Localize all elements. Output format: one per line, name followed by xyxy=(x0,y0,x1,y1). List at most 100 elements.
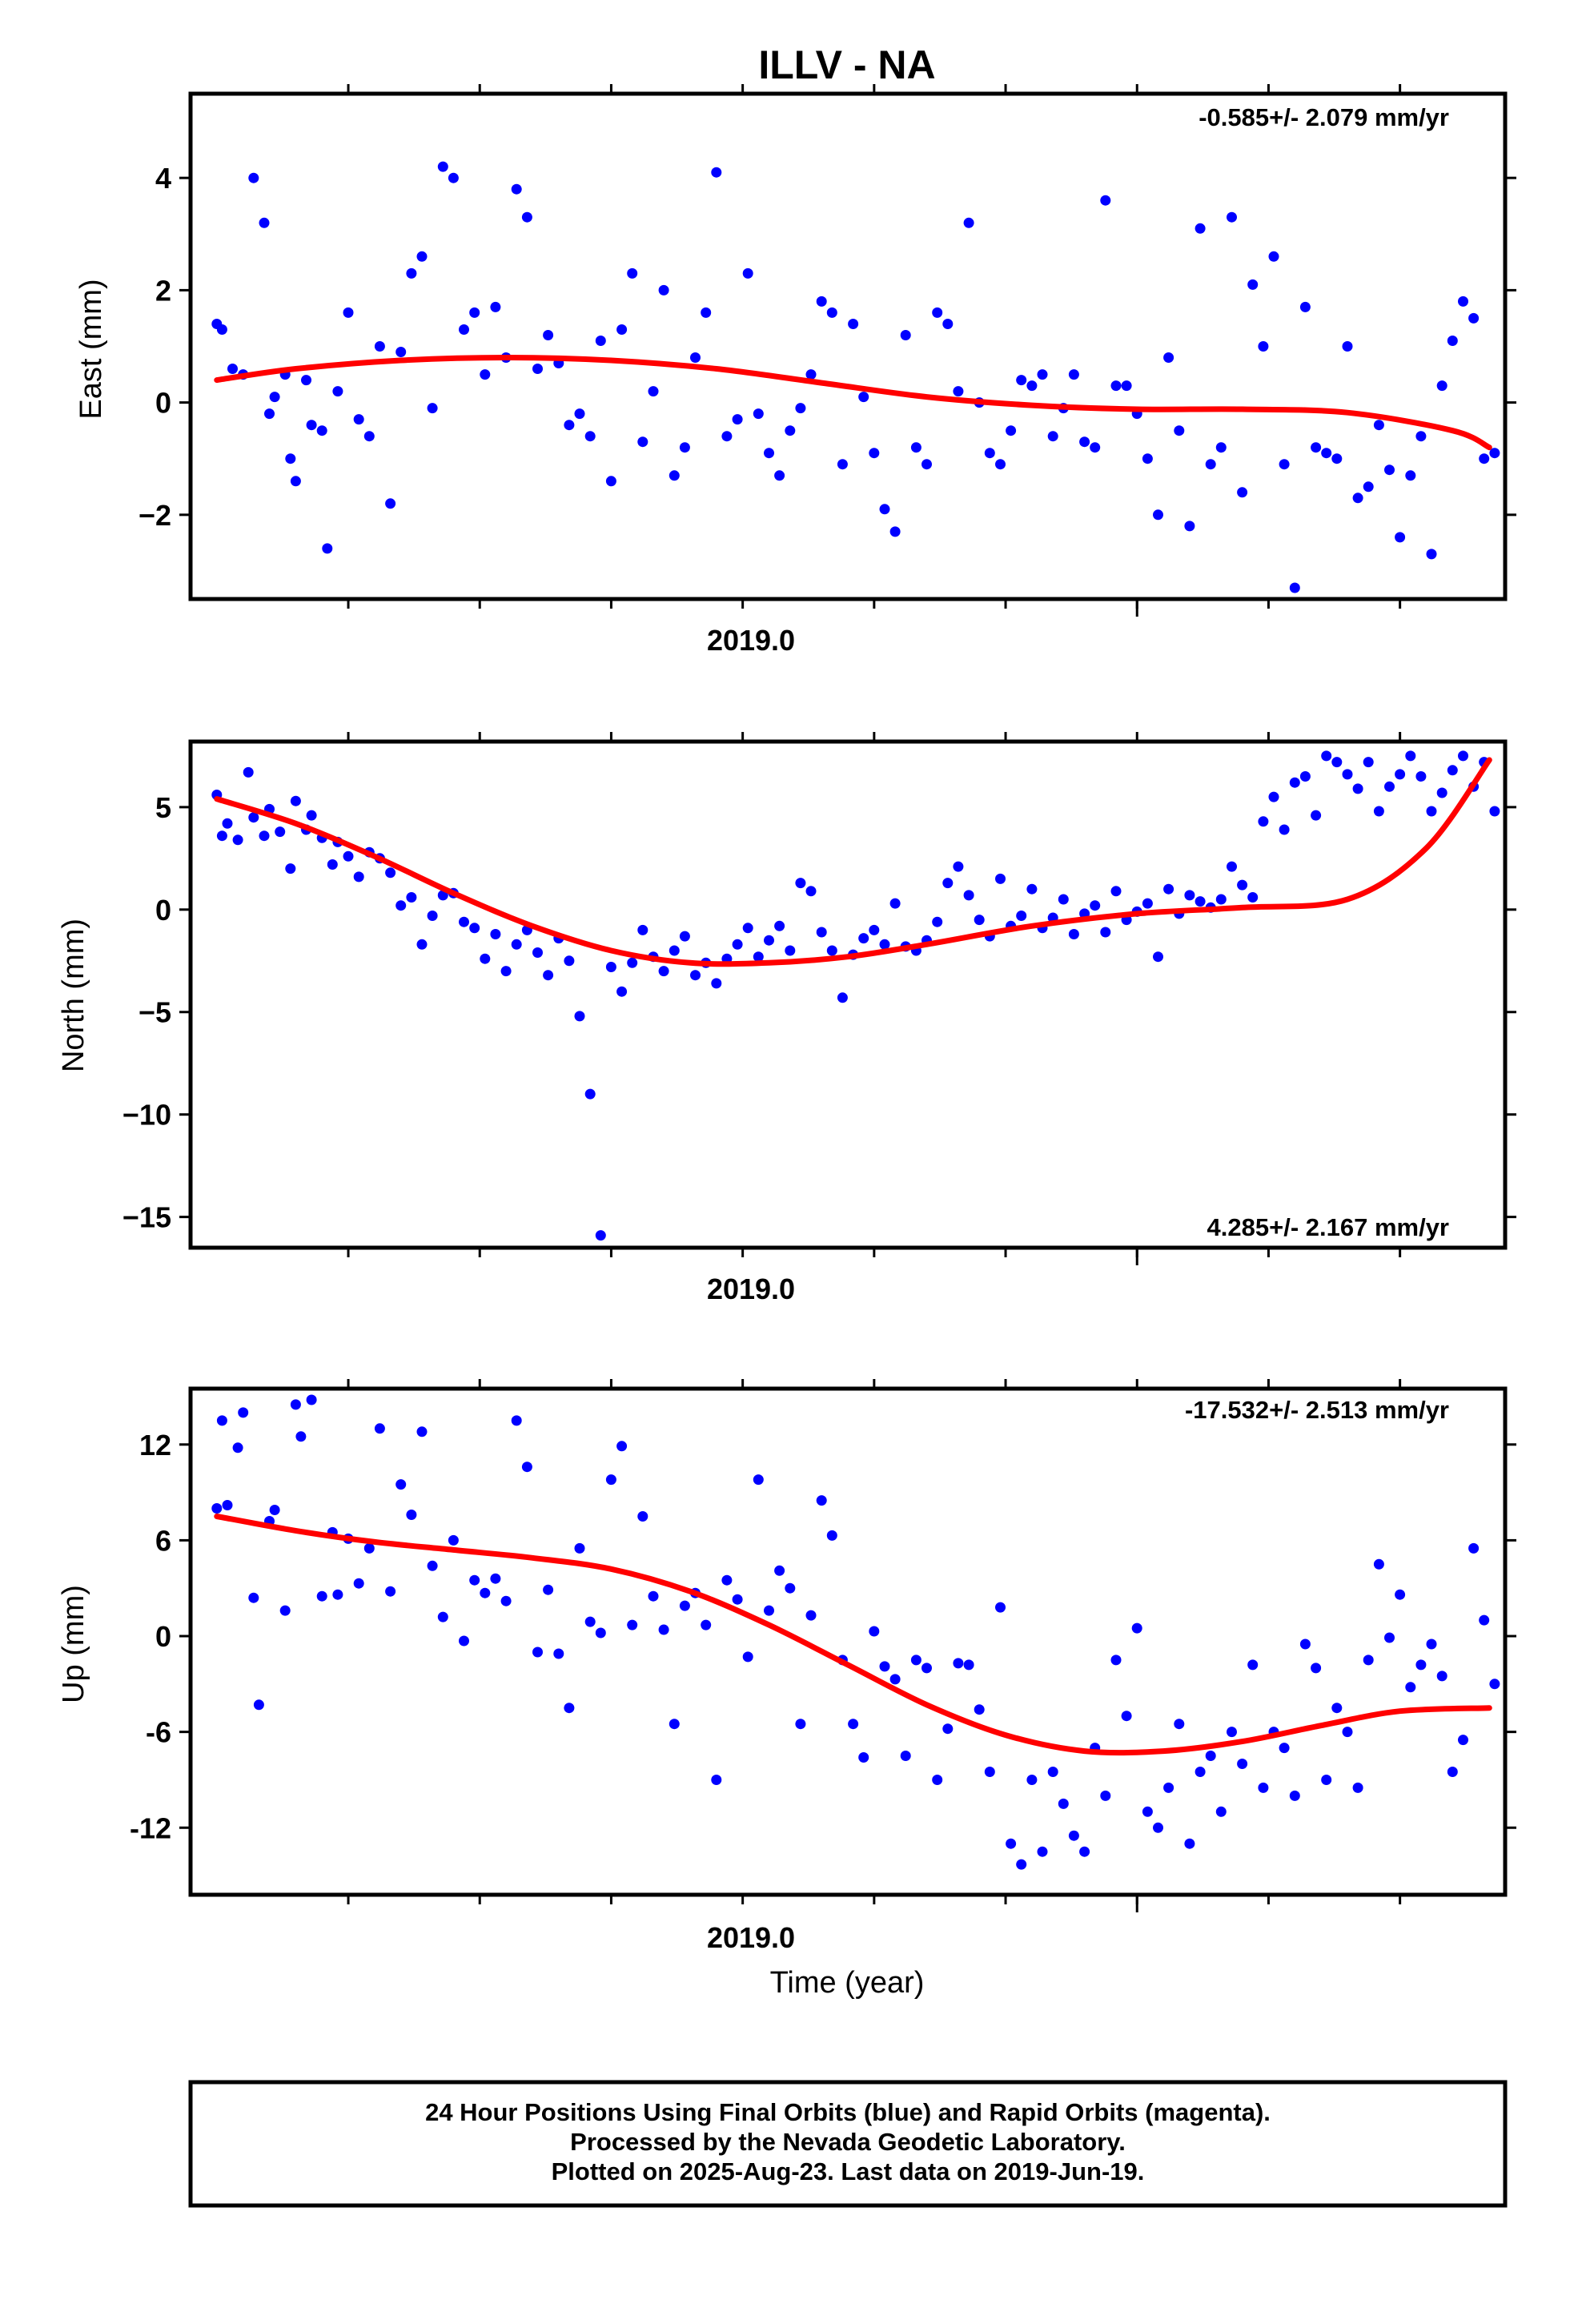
up-data-point xyxy=(711,1775,722,1785)
east-data-point xyxy=(1479,453,1490,464)
north-data-point xyxy=(1100,927,1111,938)
up-data-point xyxy=(1279,1743,1290,1754)
east-data-point xyxy=(1289,582,1300,593)
east-data-point xyxy=(742,267,753,279)
east-data-point xyxy=(1395,532,1406,543)
east-data-point xyxy=(1142,453,1153,464)
north-data-point xyxy=(1227,861,1237,872)
north-data-point xyxy=(658,966,669,977)
up-data-point xyxy=(1436,1671,1447,1682)
east-data-point xyxy=(1110,380,1122,392)
north-data-point xyxy=(511,939,522,950)
east-data-point xyxy=(306,420,317,431)
east-data-point xyxy=(385,498,396,509)
east-data-point xyxy=(259,217,270,228)
up-data-point xyxy=(385,1586,396,1597)
up-data-point xyxy=(316,1590,327,1602)
east-data-point xyxy=(869,448,880,459)
north-data-point xyxy=(1195,896,1206,907)
east-data-point xyxy=(1100,195,1111,206)
up-data-point xyxy=(1195,1767,1206,1777)
up-data-point xyxy=(910,1655,921,1666)
up-data-point xyxy=(295,1431,307,1442)
up-data-point xyxy=(1058,1798,1069,1809)
up-data-point xyxy=(1047,1767,1058,1777)
north-data-point xyxy=(1026,883,1038,895)
up-data-point xyxy=(1363,1655,1374,1666)
north-data-point xyxy=(1447,765,1458,776)
east-data-point xyxy=(648,386,659,397)
east-data-point xyxy=(1299,301,1311,312)
east-data-point xyxy=(322,543,333,554)
up-data-point xyxy=(584,1616,596,1627)
footer-box: 24 Hour Positions Using Final Orbits (bl… xyxy=(188,2080,1508,2208)
north-data-point xyxy=(1331,757,1343,768)
up-data-point xyxy=(637,1511,648,1522)
figure-title: ILLV - NA xyxy=(758,42,935,87)
up-y-axis-label: Up (mm) xyxy=(57,1585,90,1703)
east-rate-label: -0.585+/- 2.079 mm/yr xyxy=(1199,103,1449,131)
east-data-point xyxy=(1352,493,1363,504)
north-data-point xyxy=(385,867,396,879)
east-data-point xyxy=(1090,442,1101,453)
east-data-point xyxy=(227,364,238,374)
north-data-point xyxy=(1247,892,1259,903)
north-data-point xyxy=(1090,900,1101,911)
up-data-point xyxy=(1468,1542,1480,1554)
north-data-point xyxy=(1395,769,1406,780)
up-data-point xyxy=(1237,1759,1248,1769)
east-data-point xyxy=(1174,425,1185,436)
east-data-point xyxy=(932,307,943,318)
up-data-point xyxy=(848,1719,859,1730)
north-data-point xyxy=(942,878,954,889)
north-data-point xyxy=(427,911,438,921)
up-data-point xyxy=(1205,1751,1216,1761)
north-data-point xyxy=(753,951,764,963)
east-data-point xyxy=(1447,336,1458,346)
north-data-point xyxy=(584,1088,596,1100)
north-data-point xyxy=(1142,898,1153,909)
east-data-point xyxy=(1331,453,1343,464)
east-data-point xyxy=(826,307,837,318)
east-data-point xyxy=(1415,431,1427,442)
up-data-point xyxy=(785,1582,796,1594)
up-data-point xyxy=(1163,1782,1174,1793)
east-data-point xyxy=(543,330,554,340)
up-data-point xyxy=(753,1474,764,1486)
up-data-point xyxy=(232,1442,243,1454)
north-data-point xyxy=(1299,771,1311,782)
up-data-point xyxy=(721,1574,733,1586)
east-data-point xyxy=(1247,279,1259,290)
up-data-point xyxy=(1258,1782,1269,1793)
north-y-tick-label-4: 5 xyxy=(155,791,171,824)
up-data-point xyxy=(1006,1838,1017,1849)
east-trend-line xyxy=(214,354,1492,451)
north-data-point xyxy=(932,916,943,927)
up-data-point xyxy=(1299,1638,1311,1650)
east-data-point xyxy=(900,330,911,340)
north-data-point xyxy=(1058,894,1069,905)
up-data-point xyxy=(1489,1679,1500,1690)
north-data-point xyxy=(637,924,648,935)
east-data-point xyxy=(1311,442,1322,453)
north-data-point xyxy=(480,953,491,964)
east-data-point xyxy=(343,307,354,318)
north-data-point xyxy=(1289,777,1300,788)
up-data-point xyxy=(1142,1806,1153,1817)
north-data-point xyxy=(543,970,554,981)
up-data-point xyxy=(1016,1859,1027,1870)
east-data-point xyxy=(1436,380,1447,392)
north-data-point xyxy=(1258,816,1269,827)
up-data-point xyxy=(269,1505,280,1515)
east-data-point xyxy=(953,386,964,397)
up-data-point xyxy=(869,1626,880,1637)
east-data-point xyxy=(605,476,616,487)
up-data-point xyxy=(701,1619,712,1630)
east-data-point xyxy=(732,414,743,425)
north-data-point xyxy=(306,810,317,821)
north-data-point xyxy=(795,878,806,889)
north-x-tick-label: 2019.0 xyxy=(707,1273,795,1305)
up-data-point xyxy=(1153,1822,1163,1833)
up-data-point xyxy=(1342,1727,1353,1738)
